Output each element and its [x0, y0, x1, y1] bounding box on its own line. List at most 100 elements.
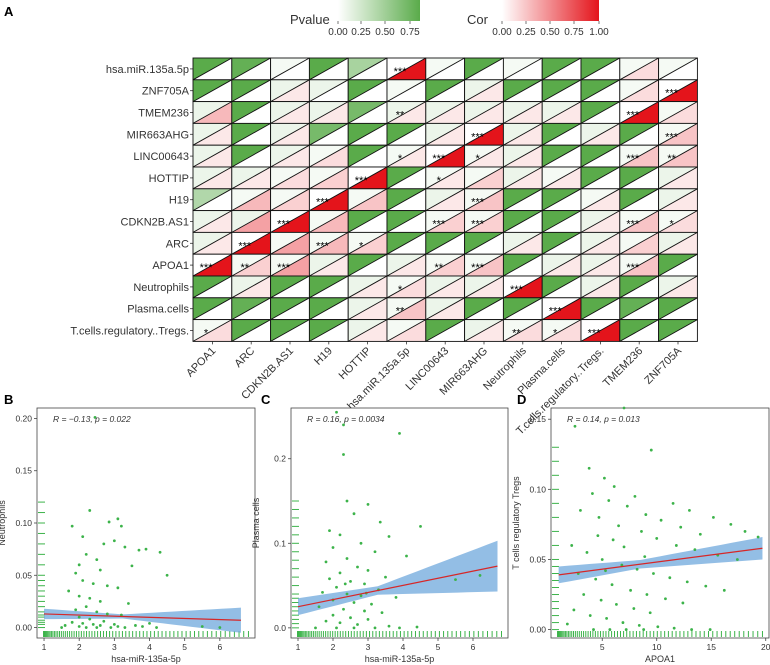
heatmap-cell-diagonal	[580, 123, 621, 146]
data-point	[324, 560, 328, 564]
heatmap-cell-diagonal	[270, 232, 310, 255]
data-point	[378, 520, 382, 524]
data-point	[359, 594, 363, 598]
heatmap-cell-diagonal	[386, 232, 427, 255]
y-axis-label: Plasma cells	[251, 497, 261, 548]
data-point	[704, 584, 708, 588]
heatmap-cell-diagonal	[580, 101, 621, 124]
data-point	[356, 623, 359, 626]
heatmap-row-label: ZNF705A	[142, 86, 190, 98]
data-point	[656, 625, 660, 629]
heatmap-cell-diagonal	[192, 57, 233, 81]
pvalue-legend-title: Pvalue	[290, 12, 330, 27]
heatmap-cell-diagonal	[386, 297, 427, 320]
heatmap-cor-triangle	[503, 79, 543, 102]
heatmap-significance-stars: ***	[432, 153, 446, 165]
heatmap-cell-diagonal	[658, 79, 698, 102]
heatmap-cell-diagonal	[464, 57, 504, 81]
data-point	[588, 614, 592, 617]
data-point	[95, 558, 99, 561]
cor-colorbar	[502, 0, 599, 21]
heatmap-cor-triangle	[619, 254, 659, 276]
data-point	[81, 621, 85, 625]
data-point	[60, 626, 64, 629]
heatmap-cell-diagonal	[309, 275, 349, 299]
heatmap-cell-diagonal	[425, 57, 465, 81]
data-point	[572, 608, 576, 612]
data-point	[620, 563, 624, 567]
heatmap-row-label: T.cells.regulatory..Tregs.	[70, 326, 189, 338]
data-point	[158, 550, 162, 554]
x-axis-label: APOA1	[645, 654, 675, 664]
heatmap-significance-stars: ***	[316, 240, 330, 252]
heatmap-cell-diagonal	[347, 101, 388, 124]
data-point	[649, 448, 653, 452]
data-point	[88, 596, 92, 600]
heatmap-significance-stars: ***	[432, 219, 446, 231]
heatmap-row-label: MIR663AHG	[127, 129, 189, 141]
confidence-band	[44, 607, 241, 633]
x-tick-label: 20	[761, 642, 770, 652]
data-point	[77, 615, 81, 619]
data-point	[640, 530, 643, 533]
heatmap-cell-diagonal	[347, 166, 388, 190]
data-point	[127, 602, 130, 605]
cor-tick-label: 0.00	[492, 27, 512, 38]
data-point	[587, 466, 591, 470]
heatmap-cell-diagonal	[464, 166, 504, 190]
cor-tick-label: 0.75	[564, 27, 584, 38]
heatmap-cell-diagonal	[464, 297, 504, 320]
heatmap-cell-diagonal	[386, 123, 427, 146]
data-point	[756, 535, 760, 539]
data-point	[622, 406, 626, 410]
plot-area	[36, 407, 256, 639]
data-point	[685, 580, 689, 584]
heatmap-cell-diagonal	[619, 319, 659, 342]
data-point	[612, 485, 616, 488]
y-tick-label: 0.20	[15, 413, 32, 423]
data-point	[419, 524, 422, 528]
data-point	[674, 544, 678, 547]
heatmap-cell-diagonal	[192, 144, 233, 168]
y-tick-label: 0.05	[15, 570, 32, 580]
y-tick-label: 0.15	[529, 414, 546, 424]
panel-label-c: C	[261, 392, 271, 407]
heatmap-cell-diagonal	[619, 297, 659, 320]
heatmap-significance-stars: **	[241, 262, 250, 274]
data-point	[632, 607, 636, 610]
heatmap-cell-diagonal	[192, 123, 233, 146]
heatmap-significance-stars: *	[204, 328, 209, 340]
heatmap-cell-diagonal	[541, 232, 582, 255]
heatmap-cell-diagonal	[270, 253, 310, 277]
data-point	[88, 509, 92, 512]
heatmap-cell-diagonal	[503, 253, 543, 277]
data-point	[130, 564, 134, 568]
heatmap-cell-diagonal	[386, 79, 427, 102]
data-point	[644, 513, 648, 516]
data-point	[119, 613, 123, 617]
heatmap-cor-triangle	[503, 254, 543, 276]
data-point	[200, 625, 204, 628]
heatmap-cell-diagonal	[580, 144, 621, 168]
heatmap-cell-diagonal	[503, 166, 543, 190]
data-point	[373, 626, 377, 630]
heatmap-cell-diagonal	[347, 319, 388, 342]
heatmap-cell-diagonal	[347, 232, 388, 255]
data-point	[622, 545, 626, 549]
heatmap-cell-diagonal	[309, 144, 349, 168]
confidence-band	[558, 537, 763, 584]
heatmap-cell-diagonal	[270, 166, 310, 190]
heatmap-cell-diagonal	[270, 188, 310, 211]
data-point	[610, 583, 614, 587]
data-point	[722, 588, 726, 592]
heatmap-cell-diagonal	[309, 188, 349, 211]
data-point	[116, 517, 120, 521]
heatmap-cell-diagonal	[580, 166, 621, 190]
heatmap-cell-diagonal	[270, 319, 310, 342]
heatmap-cell-diagonal	[231, 297, 271, 320]
data-point	[672, 626, 676, 630]
heatmap-cell-diagonal	[309, 79, 349, 102]
data-point	[637, 623, 641, 627]
heatmap-cell-diagonal	[192, 232, 233, 255]
heatmap-cell-diagonal	[231, 188, 271, 211]
